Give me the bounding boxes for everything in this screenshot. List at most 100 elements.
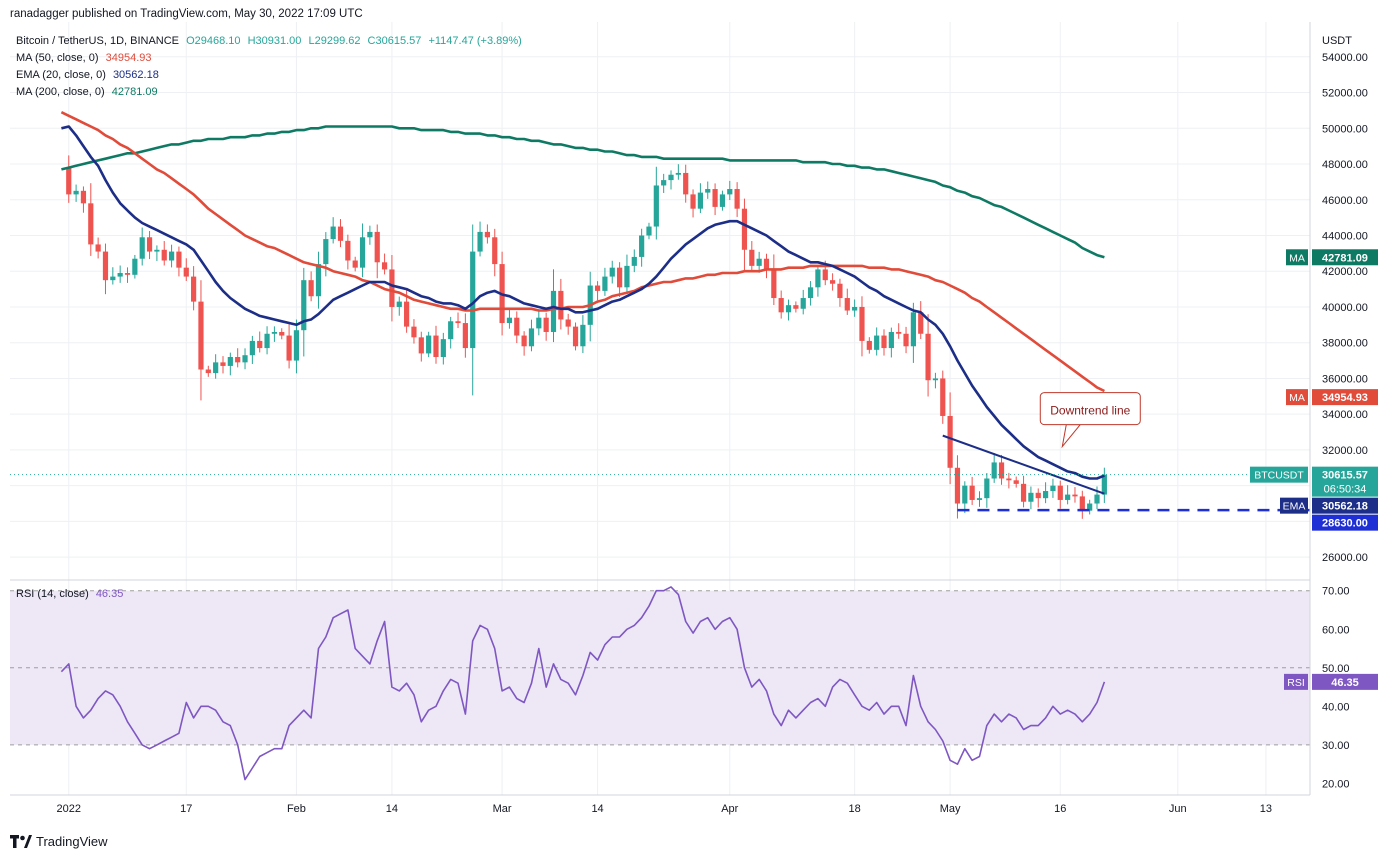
legend-ohlc: Bitcoin / TetherUS, 1D, BINANCE O29468.1… <box>16 35 522 47</box>
ma200-badge-value-box <box>1312 249 1378 266</box>
candle-body <box>1006 478 1012 481</box>
candle-body <box>734 189 740 209</box>
legend-ema20[interactable]: EMA (20, close, 0) 30562.18 <box>16 69 159 81</box>
candle-body <box>1020 483 1027 502</box>
candle-body <box>594 285 601 291</box>
price-badges: MA 42781.09 MA 34954.93 BTCUSDT 30615.57 06:50… <box>1250 249 1378 690</box>
time-tick-label: 2022 <box>57 803 81 815</box>
candle-body <box>1013 480 1019 484</box>
ema-badge-value-box <box>1312 497 1378 514</box>
candle-body <box>477 231 483 252</box>
candle-body <box>822 269 828 281</box>
tradingview-logo[interactable]: TradingView <box>10 834 108 849</box>
open-value: O29468.10 <box>186 35 241 47</box>
candle-body <box>367 231 373 238</box>
candle-body <box>749 249 755 266</box>
candle-body <box>102 251 109 281</box>
rsi-tick-label: 30.00 <box>1322 740 1350 752</box>
ma50-line <box>60 111 1105 393</box>
candle-body <box>161 249 167 261</box>
candle-body <box>639 235 645 257</box>
time-tick-label: 14 <box>386 803 398 815</box>
candle-body <box>345 240 351 261</box>
candle-body <box>168 251 175 261</box>
support-badge-value-box <box>1312 514 1378 531</box>
ema-badge-value-text: 30562.18 <box>1322 501 1368 513</box>
candle-body <box>888 331 894 349</box>
ma200-badge-value-text: 42781.09 <box>1322 252 1368 264</box>
candle-body <box>308 280 314 297</box>
candle-body <box>1035 492 1041 499</box>
candle-body <box>117 273 123 277</box>
close-value: C30615.57 <box>367 35 422 47</box>
candle-body <box>925 333 931 381</box>
legend-ma50[interactable]: MA (50, close, 0) 34954.93 <box>16 52 152 64</box>
candle-body <box>1065 494 1071 500</box>
candle-body <box>793 305 799 309</box>
time-tick-label: 14 <box>591 803 603 815</box>
candle-body <box>874 335 880 350</box>
callout-text: Downtrend line <box>1050 404 1130 418</box>
rsi-label: RSI (14, close) <box>16 588 89 600</box>
candle-body <box>139 237 145 259</box>
candle-body <box>565 319 571 327</box>
legend-rsi[interactable]: RSI (14, close) 46.35 <box>16 588 123 600</box>
price-tick-label: 48000.00 <box>1322 159 1368 171</box>
time-tick-label: May <box>940 803 961 815</box>
candle-body <box>558 290 564 320</box>
candle-body <box>756 258 762 266</box>
price-tick-label: 52000.00 <box>1322 88 1368 100</box>
candle-body <box>132 258 138 275</box>
candle-body <box>448 321 454 340</box>
candle-body <box>984 478 990 499</box>
candle-body <box>631 256 637 266</box>
publisher-line: ranadagger published on TradingView.com,… <box>10 8 363 20</box>
candle-body <box>124 273 131 275</box>
candle-body <box>932 378 939 381</box>
candle-body <box>337 226 344 241</box>
price-tick-label: 42000.00 <box>1322 266 1368 278</box>
rsi-line <box>60 586 1106 781</box>
candle-body <box>815 269 821 288</box>
candle-body <box>741 208 748 250</box>
candle-body <box>903 333 909 347</box>
legend-ma200[interactable]: MA (200, close, 0) 42781.09 <box>16 86 158 98</box>
candle-body <box>1087 503 1093 511</box>
rsi-badge-label-box <box>1284 673 1308 690</box>
candle-body <box>352 260 358 268</box>
price-badge-value-text: 30615.57 <box>1322 470 1368 482</box>
ma50-label: MA (50, close, 0) <box>16 52 99 64</box>
candle-body <box>176 251 182 268</box>
candle-body <box>462 323 468 349</box>
support-badge-value-text: 28630.00 <box>1322 518 1368 530</box>
rsi-badge-value-box <box>1312 673 1378 690</box>
symbol-label[interactable]: Bitcoin / TetherUS, 1D, BINANCE <box>16 35 180 47</box>
candle-body <box>418 337 424 354</box>
rsi-value: 46.35 <box>95 588 124 600</box>
candle-body <box>470 251 476 349</box>
candle-body <box>646 226 652 236</box>
annotation-layer: Downtrend line <box>10 392 1310 512</box>
candle-body <box>1094 494 1100 504</box>
candle-body <box>433 335 439 357</box>
candle-body <box>859 306 865 341</box>
candle-body <box>315 264 322 297</box>
candle-body <box>73 190 79 195</box>
time-tick-label: 17 <box>180 803 192 815</box>
ma50-badge-value-box <box>1312 389 1378 406</box>
candle-body <box>712 189 718 207</box>
candle-body <box>249 340 255 356</box>
ma50-value: 34954.93 <box>105 52 152 64</box>
low-value: L29299.62 <box>308 35 361 47</box>
price-badge-label-box <box>1250 466 1308 483</box>
candle-body <box>550 290 557 332</box>
ma200-label: MA (200, close, 0) <box>16 86 105 98</box>
price-tick-label: 46000.00 <box>1322 195 1368 207</box>
candle-body <box>286 335 292 361</box>
candle-body <box>411 326 417 338</box>
candle-body <box>800 298 806 309</box>
ema20-line <box>61 125 1105 480</box>
price-tick-label: 34000.00 <box>1322 409 1368 421</box>
time-tick-label: 13 <box>1260 803 1272 815</box>
